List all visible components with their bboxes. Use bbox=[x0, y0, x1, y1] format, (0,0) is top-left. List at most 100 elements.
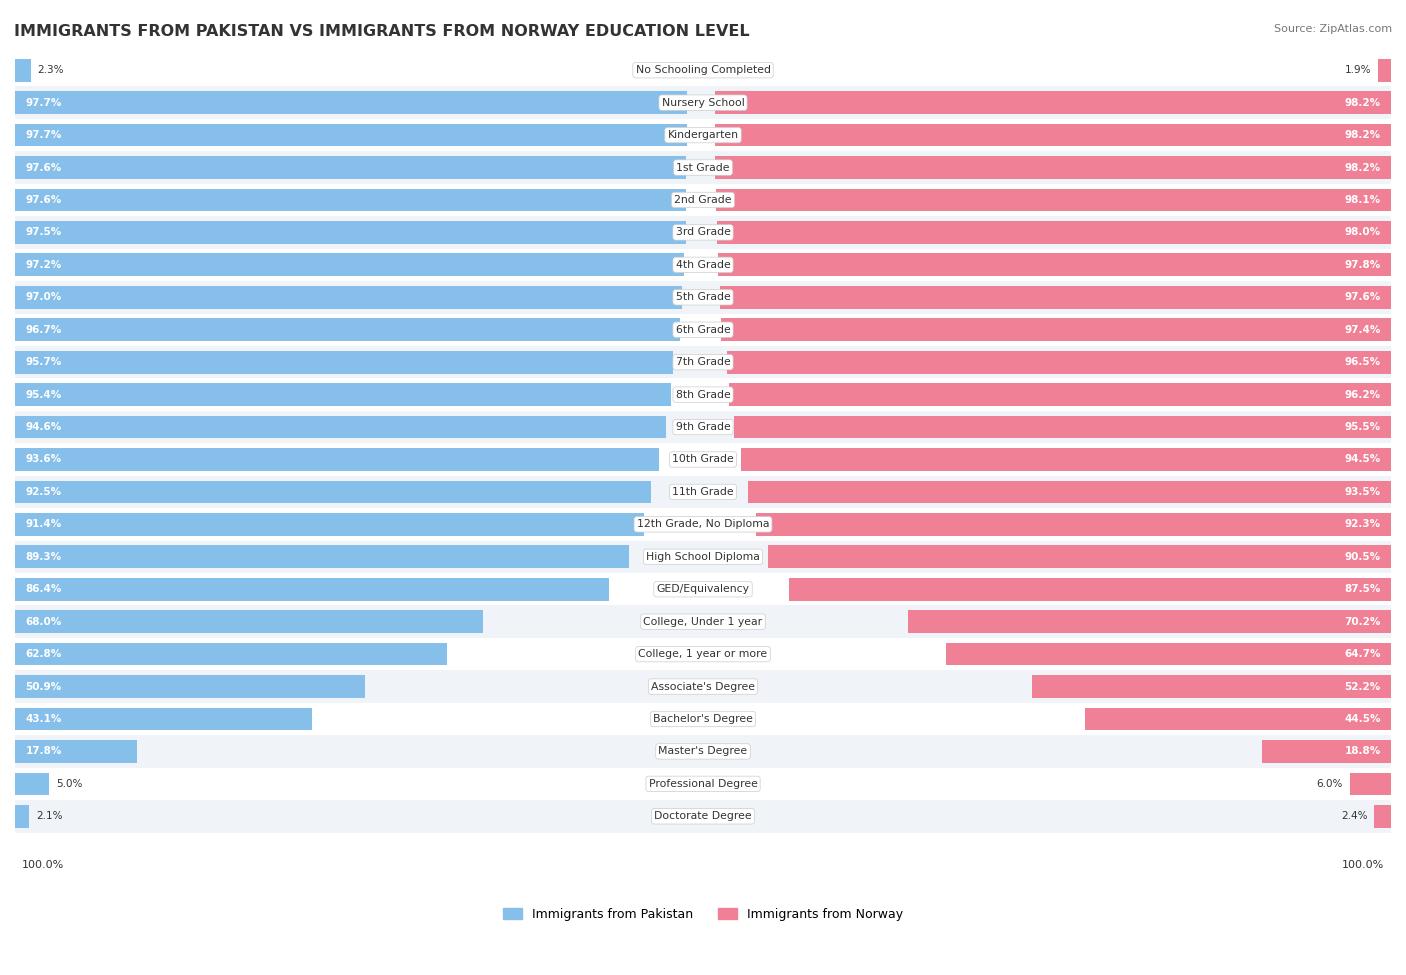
Text: 90.5%: 90.5% bbox=[1344, 552, 1381, 562]
Text: 89.3%: 89.3% bbox=[25, 552, 62, 562]
Text: 98.2%: 98.2% bbox=[1344, 130, 1381, 140]
Text: 2.3%: 2.3% bbox=[38, 65, 65, 75]
Text: 97.6%: 97.6% bbox=[25, 163, 62, 173]
Bar bbox=[15, 216, 1391, 249]
Bar bbox=[15, 508, 1391, 540]
Bar bbox=[15, 58, 31, 82]
Text: 70.2%: 70.2% bbox=[1344, 616, 1381, 627]
Text: Nursery School: Nursery School bbox=[662, 98, 744, 107]
Text: 9th Grade: 9th Grade bbox=[676, 422, 730, 432]
Text: 94.6%: 94.6% bbox=[25, 422, 62, 432]
Text: 4th Grade: 4th Grade bbox=[676, 260, 730, 270]
Bar bbox=[15, 545, 630, 568]
Bar bbox=[1085, 708, 1391, 730]
Bar bbox=[15, 444, 1391, 476]
Bar bbox=[768, 545, 1391, 568]
Text: Associate's Degree: Associate's Degree bbox=[651, 682, 755, 691]
Text: 97.6%: 97.6% bbox=[25, 195, 62, 205]
Text: 18.8%: 18.8% bbox=[1344, 747, 1381, 757]
Bar bbox=[15, 540, 1391, 573]
Text: 64.7%: 64.7% bbox=[1344, 649, 1381, 659]
Text: No Schooling Completed: No Schooling Completed bbox=[636, 65, 770, 75]
Text: 96.2%: 96.2% bbox=[1344, 390, 1381, 400]
Text: 93.5%: 93.5% bbox=[1344, 487, 1381, 497]
Text: 97.5%: 97.5% bbox=[25, 227, 62, 238]
Bar bbox=[15, 703, 1391, 735]
Text: 93.6%: 93.6% bbox=[25, 454, 62, 464]
Text: 92.3%: 92.3% bbox=[1344, 520, 1381, 529]
Text: 98.1%: 98.1% bbox=[1344, 195, 1381, 205]
Text: 8th Grade: 8th Grade bbox=[676, 390, 730, 400]
Bar bbox=[15, 188, 686, 212]
Text: 50.9%: 50.9% bbox=[25, 682, 62, 691]
Text: 100.0%: 100.0% bbox=[22, 860, 65, 870]
Bar bbox=[15, 708, 312, 730]
Bar bbox=[716, 92, 1391, 114]
Text: 97.2%: 97.2% bbox=[25, 260, 62, 270]
Bar bbox=[15, 221, 686, 244]
Text: 7th Grade: 7th Grade bbox=[676, 357, 730, 368]
Bar bbox=[15, 573, 1391, 605]
Bar bbox=[15, 805, 30, 828]
Text: 94.5%: 94.5% bbox=[1344, 454, 1381, 464]
Text: 95.4%: 95.4% bbox=[25, 390, 62, 400]
Text: 12th Grade, No Diploma: 12th Grade, No Diploma bbox=[637, 520, 769, 529]
Bar bbox=[15, 735, 1391, 767]
Bar bbox=[756, 513, 1391, 535]
Text: Kindergarten: Kindergarten bbox=[668, 130, 738, 140]
Bar bbox=[15, 415, 666, 439]
Bar bbox=[15, 156, 686, 178]
Bar bbox=[15, 772, 49, 796]
Bar bbox=[730, 383, 1391, 406]
Text: Professional Degree: Professional Degree bbox=[648, 779, 758, 789]
Text: College, Under 1 year: College, Under 1 year bbox=[644, 616, 762, 627]
Bar bbox=[15, 578, 609, 601]
Bar bbox=[1350, 772, 1391, 796]
Text: 62.8%: 62.8% bbox=[25, 649, 62, 659]
Text: 86.4%: 86.4% bbox=[25, 584, 62, 594]
Bar bbox=[15, 92, 688, 114]
Bar bbox=[15, 671, 1391, 703]
Bar bbox=[741, 448, 1391, 471]
Bar bbox=[15, 448, 659, 471]
Bar bbox=[721, 319, 1391, 341]
Text: 6th Grade: 6th Grade bbox=[676, 325, 730, 334]
Text: 96.7%: 96.7% bbox=[25, 325, 62, 334]
Bar bbox=[716, 124, 1391, 146]
Text: High School Diploma: High School Diploma bbox=[647, 552, 759, 562]
Bar bbox=[15, 319, 681, 341]
Bar bbox=[15, 378, 1391, 410]
Text: 91.4%: 91.4% bbox=[25, 520, 62, 529]
Bar bbox=[716, 156, 1391, 178]
Text: 1st Grade: 1st Grade bbox=[676, 163, 730, 173]
Text: 97.7%: 97.7% bbox=[25, 98, 62, 107]
Bar bbox=[15, 281, 1391, 314]
Text: GED/Equivalency: GED/Equivalency bbox=[657, 584, 749, 594]
Text: 97.4%: 97.4% bbox=[1344, 325, 1381, 334]
Bar bbox=[15, 740, 138, 762]
Bar bbox=[15, 476, 1391, 508]
Bar bbox=[716, 188, 1391, 212]
Bar bbox=[15, 54, 1391, 87]
Bar bbox=[15, 767, 1391, 800]
Bar bbox=[1032, 676, 1391, 698]
Text: 97.0%: 97.0% bbox=[25, 292, 62, 302]
Text: 95.5%: 95.5% bbox=[1344, 422, 1381, 432]
Text: 1.9%: 1.9% bbox=[1344, 65, 1371, 75]
Bar bbox=[1261, 740, 1391, 762]
Text: 11th Grade: 11th Grade bbox=[672, 487, 734, 497]
Bar bbox=[717, 221, 1391, 244]
Bar bbox=[15, 183, 1391, 216]
Text: Doctorate Degree: Doctorate Degree bbox=[654, 811, 752, 821]
Legend: Immigrants from Pakistan, Immigrants from Norway: Immigrants from Pakistan, Immigrants fro… bbox=[498, 903, 908, 926]
Text: 10th Grade: 10th Grade bbox=[672, 454, 734, 464]
Bar bbox=[734, 415, 1391, 439]
Bar bbox=[720, 286, 1391, 309]
Text: College, 1 year or more: College, 1 year or more bbox=[638, 649, 768, 659]
Bar bbox=[1378, 58, 1391, 82]
Bar bbox=[15, 638, 1391, 671]
Text: 96.5%: 96.5% bbox=[1344, 357, 1381, 368]
Text: 97.7%: 97.7% bbox=[25, 130, 62, 140]
Bar bbox=[15, 124, 688, 146]
Bar bbox=[946, 643, 1391, 666]
